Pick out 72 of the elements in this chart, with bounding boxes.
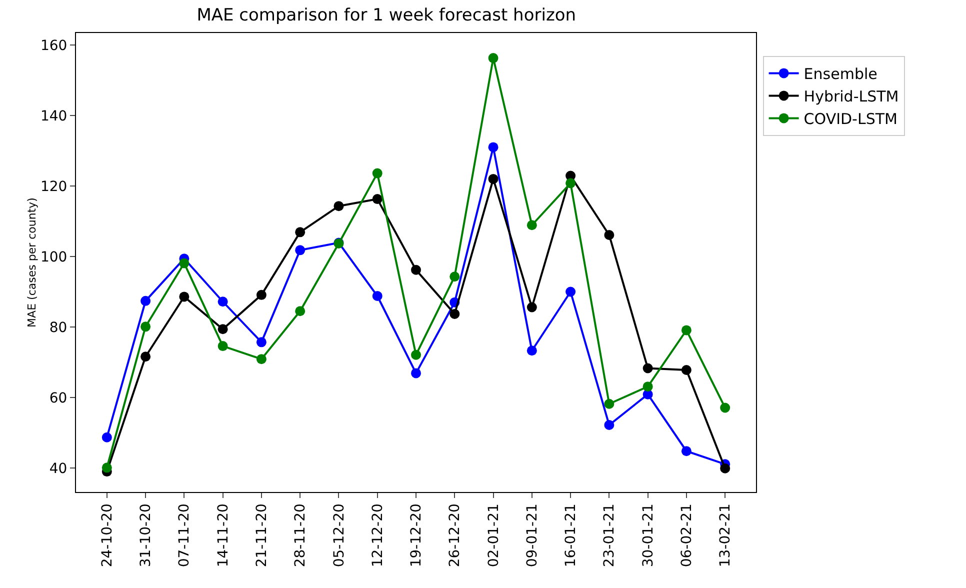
point bbox=[295, 227, 306, 238]
x-tick-label: 21-11-20 bbox=[254, 504, 270, 568]
point bbox=[140, 296, 151, 306]
point bbox=[720, 463, 730, 474]
x-tick-label: 05-12-20 bbox=[331, 504, 348, 568]
x-tick-label: 26-12-20 bbox=[447, 504, 464, 568]
x-tick-label: 23-01-21 bbox=[602, 504, 618, 568]
point bbox=[488, 53, 498, 64]
point bbox=[334, 201, 344, 212]
x-tick-label: 13-02-21 bbox=[718, 504, 734, 568]
point bbox=[720, 402, 730, 413]
point bbox=[411, 264, 421, 275]
point bbox=[526, 302, 537, 312]
point bbox=[179, 258, 190, 268]
y-tick-label: 40 bbox=[49, 460, 68, 477]
x-tick-label: 07-11-20 bbox=[176, 504, 193, 568]
x-tick-label: 16-01-21 bbox=[563, 504, 580, 568]
y-axis-title: MAE (cases per county) bbox=[25, 198, 38, 328]
x-tick-label: 09-01-21 bbox=[524, 504, 540, 568]
point bbox=[604, 420, 614, 430]
point bbox=[566, 178, 576, 188]
point bbox=[102, 432, 112, 442]
legend-label: Ensemble bbox=[804, 65, 878, 84]
x-tick-label: 12-12-20 bbox=[370, 504, 386, 568]
y-tick-label: 100 bbox=[40, 249, 68, 266]
point bbox=[566, 286, 576, 297]
point bbox=[256, 337, 266, 348]
point bbox=[681, 446, 692, 456]
point bbox=[450, 272, 460, 282]
x-tick-label: 28-11-20 bbox=[292, 504, 309, 568]
x-tick-label: 31-10-20 bbox=[138, 504, 154, 568]
point bbox=[102, 462, 112, 473]
point bbox=[372, 194, 382, 204]
point bbox=[140, 322, 151, 332]
point bbox=[604, 230, 614, 240]
point bbox=[450, 308, 460, 319]
point bbox=[642, 363, 653, 374]
x-tick-label: 14-11-20 bbox=[215, 504, 232, 568]
point bbox=[179, 292, 190, 302]
point bbox=[256, 354, 266, 364]
point bbox=[488, 142, 498, 152]
point bbox=[295, 306, 306, 316]
point bbox=[218, 324, 228, 334]
point bbox=[295, 245, 306, 256]
point bbox=[218, 296, 228, 307]
point bbox=[218, 341, 228, 352]
point bbox=[411, 350, 421, 360]
point bbox=[604, 398, 614, 409]
x-tick-label: 19-12-20 bbox=[408, 504, 425, 568]
legend-label: Hybrid-LSTM bbox=[804, 88, 899, 106]
point bbox=[681, 325, 692, 336]
y-tick-label: 80 bbox=[49, 320, 68, 336]
point bbox=[642, 382, 653, 392]
y-tick-label: 140 bbox=[40, 108, 68, 124]
point bbox=[526, 346, 537, 356]
x-tick-label: 24-10-20 bbox=[99, 504, 116, 568]
x-tick-label: 06-02-21 bbox=[679, 504, 695, 568]
x-tick-label: 02-01-21 bbox=[486, 504, 502, 568]
point bbox=[411, 368, 421, 378]
point bbox=[140, 352, 151, 362]
y-tick-label: 120 bbox=[40, 178, 68, 195]
point bbox=[526, 220, 537, 230]
point bbox=[488, 174, 498, 184]
legend-label: COVID-LSTM bbox=[804, 110, 898, 128]
chart-title: MAE comparison for 1 week forecast horizon bbox=[196, 6, 576, 26]
y-tick-label: 160 bbox=[40, 38, 68, 54]
point bbox=[372, 168, 382, 178]
y-tick-label: 60 bbox=[49, 390, 68, 406]
point bbox=[372, 290, 382, 301]
point bbox=[681, 365, 692, 376]
x-tick-label: 30-01-21 bbox=[640, 504, 656, 568]
point bbox=[256, 290, 266, 300]
